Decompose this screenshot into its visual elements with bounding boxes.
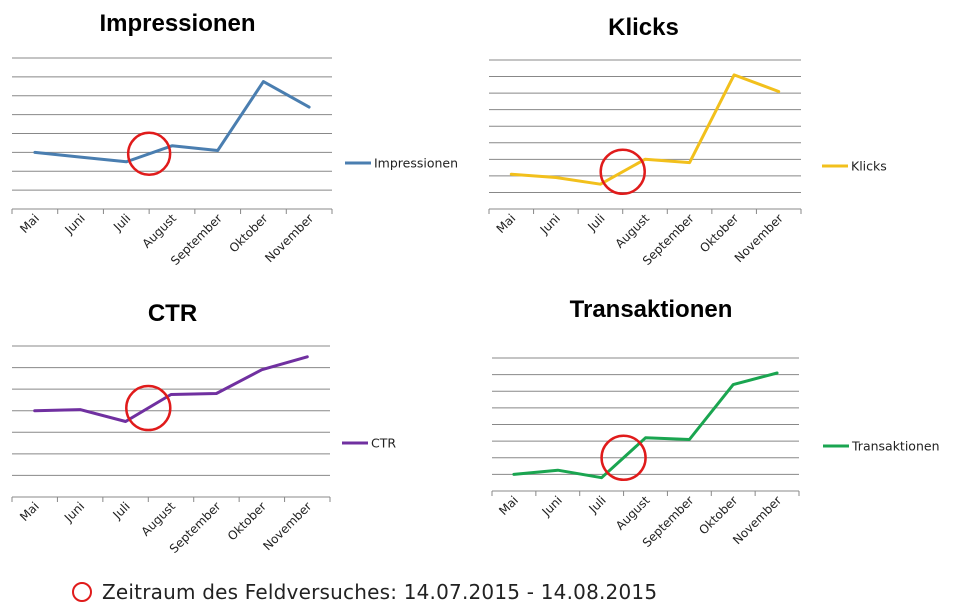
- x-tick-label: August: [139, 499, 179, 539]
- chart-panel-ctr: CTR Mai Juni Juli August September Oktober Nov…: [0, 290, 477, 580]
- x-tick-label: Oktober: [226, 211, 270, 255]
- circle-marker-icon: [72, 582, 92, 602]
- legend-label: Transaktionen: [851, 439, 940, 454]
- highlight-circle: [599, 148, 646, 195]
- x-tick-label: Juni: [61, 211, 87, 237]
- x-tick-label: Juli: [110, 211, 133, 234]
- chart-title: Transaktionen: [569, 296, 733, 323]
- x-tick-label: November: [262, 211, 316, 265]
- x-tick-label: Juni: [61, 499, 87, 525]
- x-tick-label: Oktober: [697, 211, 741, 255]
- x-tick-label: Juni: [537, 211, 563, 237]
- chart-panel-klicks: Klicks Mai Juni Juli August September Oktober…: [477, 0, 954, 300]
- x-tick-label: November: [732, 211, 786, 265]
- chart-panel-transaktionen: Transaktionen Mai Juni Juli August September…: [477, 290, 954, 580]
- chart-title: CTR: [147, 300, 198, 327]
- highlight-circle: [126, 131, 172, 177]
- legend-label: Impressionen: [374, 156, 458, 171]
- footer-legend: Zeitraum des Feldversuches: 14.07.2015 -…: [72, 576, 657, 608]
- x-tick-label: Juli: [586, 493, 609, 516]
- x-tick-label: Mai: [17, 499, 42, 524]
- x-tick-label: Juli: [109, 499, 132, 522]
- x-tick-label: Juli: [584, 211, 607, 234]
- highlight-circle: [125, 384, 172, 432]
- x-tick-label: August: [140, 211, 180, 251]
- x-tick-label: Oktober: [696, 493, 740, 537]
- x-tick-label: Mai: [17, 211, 42, 236]
- highlight-circle: [600, 434, 647, 481]
- x-tick-label: Juni: [539, 493, 565, 519]
- x-tick-label: August: [613, 211, 653, 251]
- legend-label: CTR: [371, 436, 396, 451]
- footer-text: Zeitraum des Feldversuches: 14.07.2015 -…: [102, 580, 658, 604]
- chart-panel-impressionen: Impressionen Mai Juni Juli August September O…: [0, 0, 477, 300]
- x-tick-label: Oktober: [225, 499, 269, 543]
- series-line: [33, 80, 311, 164]
- x-tick-label: August: [613, 493, 653, 533]
- x-tick-label: Mai: [494, 211, 519, 236]
- legend-label: Klicks: [851, 159, 887, 174]
- x-tick-label: Mai: [496, 493, 521, 518]
- chart-title: Klicks: [608, 14, 679, 41]
- chart-title: Impressionen: [99, 10, 256, 37]
- x-tick-label: November: [260, 499, 314, 553]
